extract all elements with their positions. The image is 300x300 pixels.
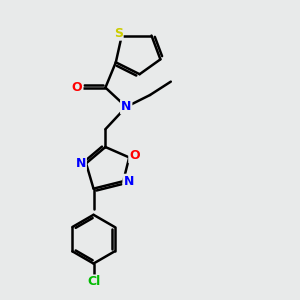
- Text: O: O: [72, 81, 83, 94]
- Text: N: N: [121, 100, 131, 113]
- Text: S: S: [114, 27, 123, 40]
- Text: N: N: [123, 175, 134, 188]
- Text: Cl: Cl: [87, 275, 100, 289]
- Text: O: O: [129, 149, 140, 162]
- Text: N: N: [76, 157, 86, 170]
